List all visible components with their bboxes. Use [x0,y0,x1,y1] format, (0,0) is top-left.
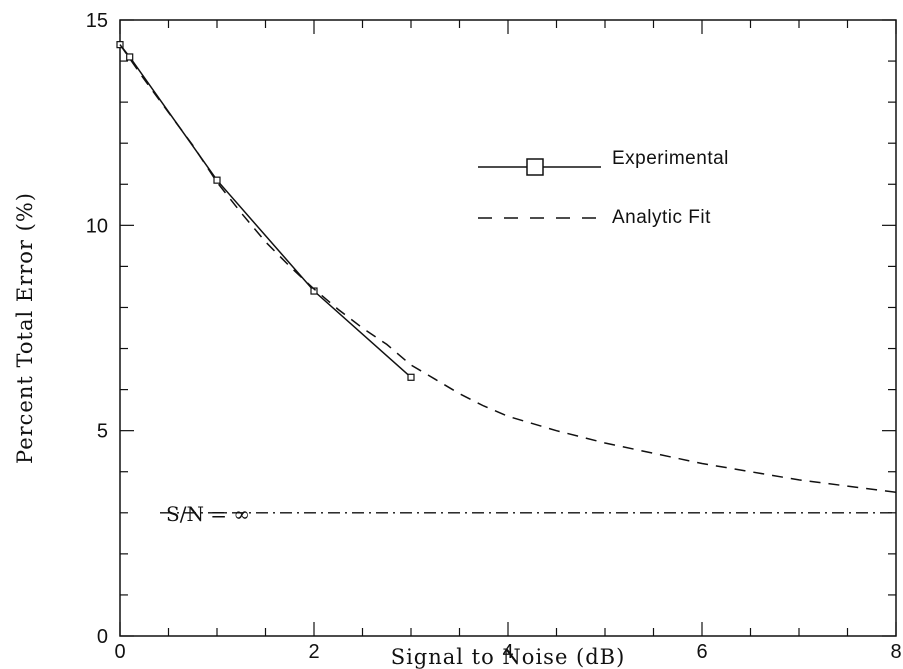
x-tick-label: 4 [502,641,513,663]
x-tick-label: 8 [890,641,901,663]
experimental-data-point [126,53,134,61]
y-tick-label: 10 [86,215,108,237]
y-tick-label: 5 [97,421,108,443]
x-tick-labels: 0 2 4 6 8 [114,641,901,663]
legend-experimental-label: Experimental [612,148,729,169]
legend: Experimental Analytic Fit [478,148,729,228]
legend-analytic-label: Analytic Fit [612,207,711,228]
y-tick-label: 0 [97,626,108,648]
axis-ticks [119,19,897,637]
plot-frame [119,19,897,637]
series-line-analytic-fit [119,44,897,494]
series-line-experimental [119,44,412,378]
y-tick-labels: 0 5 10 15 [86,10,108,648]
x-axis-title: Signal to Noise (dB) [391,645,626,669]
x-tick-label: 6 [696,641,707,663]
reference-line-label: S/N = ∞ [166,502,250,526]
x-tick-label: 2 [308,641,319,663]
y-tick-label: 15 [86,10,108,32]
legend-experimental-marker [526,158,544,176]
x-tick-label: 0 [114,641,125,663]
series-layer [116,41,897,494]
y-axis-title: Percent Total Error (%) [13,192,37,464]
experimental-data-point [213,176,221,184]
experimental-data-point [407,373,415,381]
